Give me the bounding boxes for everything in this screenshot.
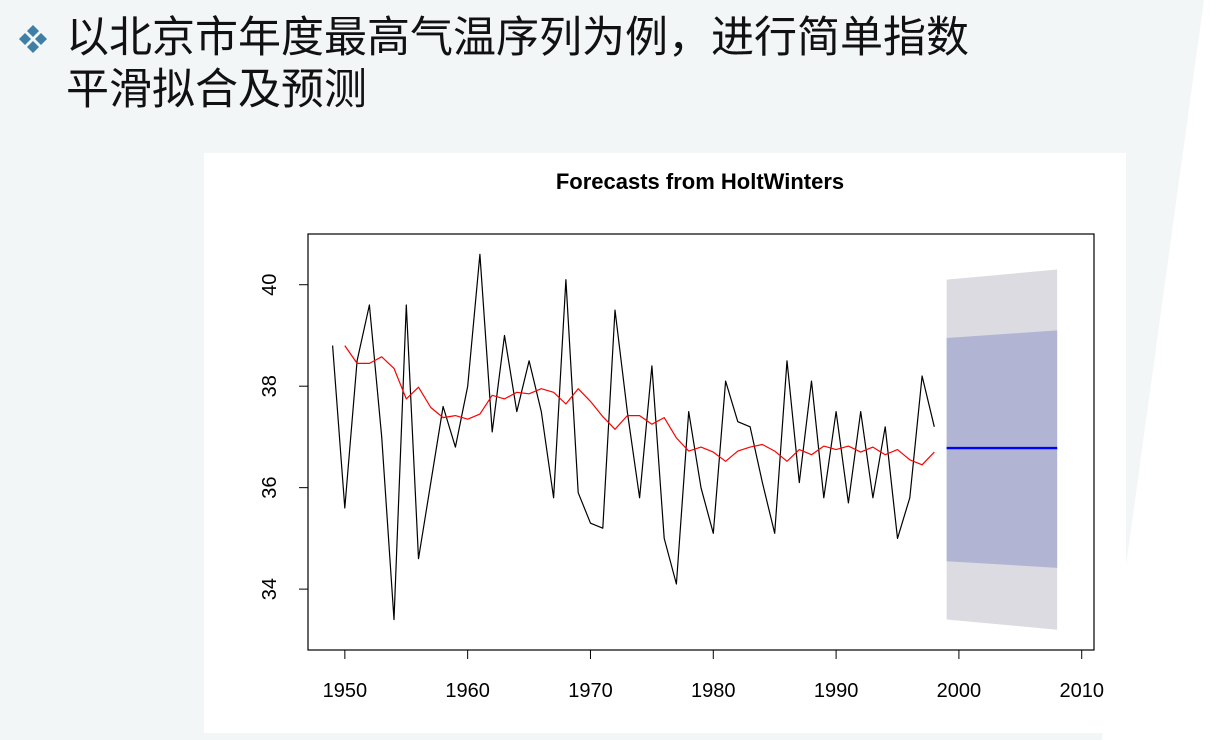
diamond-cluster-icon xyxy=(19,25,47,53)
chart-panel: Forecasts from HoltWinters 1950 1960 1970 1… xyxy=(204,153,1126,733)
forecast-chart: Forecasts from HoltWinters 1950 1960 1970 1… xyxy=(259,169,1104,702)
y-tick-label: 34 xyxy=(259,578,281,600)
title-line-2: 平滑拟合及预测 xyxy=(66,65,367,115)
x-tick-label: 1950 xyxy=(323,680,368,702)
axes: 1950 1960 1970 1980 1990 2000 2010 34 36 38 40 xyxy=(259,274,1104,702)
x-tick-label: 2000 xyxy=(937,680,982,702)
y-tick-label: 38 xyxy=(259,375,281,397)
observed-series-line xyxy=(332,253,935,621)
x-tick-label: 1970 xyxy=(568,680,613,702)
y-tick-label: 40 xyxy=(259,274,281,296)
chart-title: Forecasts from HoltWinters xyxy=(556,169,844,194)
x-tick-label: 2010 xyxy=(1059,680,1104,702)
y-tick-label: 36 xyxy=(259,477,281,499)
series-lines xyxy=(332,253,1058,621)
prediction-bands xyxy=(946,269,1058,630)
title-line-1: 以北京市年度最高气温序列为例，进行简单指数 xyxy=(66,13,969,63)
fitted-series-line xyxy=(344,345,935,466)
x-tick-label: 1980 xyxy=(691,680,736,702)
x-tick-label: 1960 xyxy=(445,680,490,702)
x-tick-label: 1990 xyxy=(814,680,859,702)
slide-title: 以北京市年度最高气温序列为例，进行简单指数 平滑拟合及预测 xyxy=(18,12,1208,116)
